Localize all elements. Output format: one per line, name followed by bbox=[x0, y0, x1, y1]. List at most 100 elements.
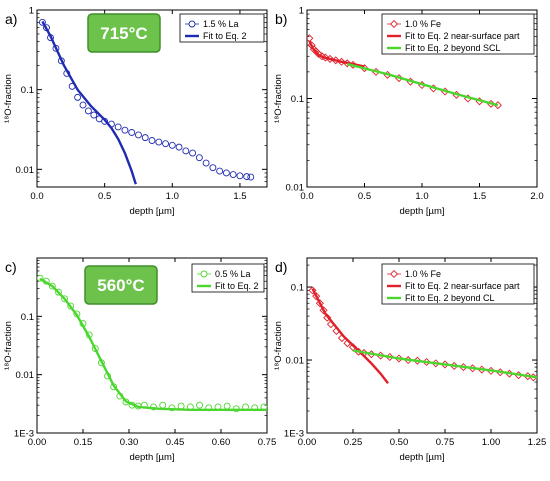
data-point bbox=[74, 93, 82, 101]
data-point bbox=[209, 164, 217, 172]
data-point bbox=[175, 143, 183, 151]
panel-a: 0.0 0.5 1.0 1.5 0.01 0.1 1 depth [µm] ¹⁸O-fracti… bbox=[3, 6, 268, 217]
data-point bbox=[121, 126, 129, 134]
legend-entry: 1.0 % Fe bbox=[405, 19, 441, 29]
data-point bbox=[148, 137, 156, 144]
x-tick-label: 0.75 bbox=[436, 437, 455, 448]
legend-marker-swatch bbox=[188, 20, 196, 28]
x-tick-label: 0.75 bbox=[258, 437, 277, 448]
legend-marker-swatch bbox=[389, 269, 399, 279]
x-axis-label: depth [µm] bbox=[129, 452, 174, 463]
x-tick-label: 0.00 bbox=[298, 437, 317, 448]
data-point bbox=[114, 123, 122, 131]
y-tick-label: 0.01 bbox=[16, 370, 35, 381]
y-tick-label: 1 bbox=[29, 6, 34, 17]
data-point bbox=[135, 131, 142, 139]
data-point bbox=[308, 286, 317, 295]
y-axis-label: ¹⁸O-fraction bbox=[273, 321, 284, 370]
x-tick-label: 0.5 bbox=[358, 191, 371, 202]
data-point bbox=[48, 282, 56, 290]
fit-line bbox=[311, 288, 389, 385]
fit-line bbox=[347, 62, 499, 107]
data-point bbox=[312, 292, 321, 301]
x-tick-label: 1.00 bbox=[482, 437, 501, 448]
y-axis-label: ¹⁸O-fraction bbox=[3, 74, 14, 123]
x-tick-label: 1.25 bbox=[528, 437, 547, 448]
x-axis-label: depth [µm] bbox=[129, 206, 174, 217]
panel-c: 0.00 0.15 0.30 0.45 0.60 0.75 1E-3 0.01 0.1 depth… bbox=[3, 257, 277, 463]
temperature-label: 715°C bbox=[100, 24, 147, 43]
x-tick-label: 0.15 bbox=[74, 437, 93, 448]
data-point bbox=[61, 295, 69, 303]
data-point bbox=[195, 154, 203, 162]
legend-entry: Fit to Eq. 2 near-surface part bbox=[405, 31, 520, 41]
x-tick-label: 2.0 bbox=[530, 191, 543, 202]
y-axis-label: ¹⁸O-fraction bbox=[273, 74, 284, 123]
legend-entry: 0.5 % La bbox=[215, 269, 251, 279]
x-tick-label: 0.50 bbox=[390, 437, 409, 448]
temperature-badge: 560°C bbox=[84, 265, 158, 305]
y-tick-label: 1E-3 bbox=[14, 429, 34, 440]
panel-label: a) bbox=[5, 11, 17, 27]
data-point bbox=[84, 107, 92, 115]
legend-entry: Fit to Eq. 2 beyond CL bbox=[405, 293, 495, 303]
legend-entry: 1.5 % La bbox=[203, 19, 239, 29]
data-point bbox=[90, 111, 98, 119]
y-tick-label: 1 bbox=[299, 6, 304, 17]
x-tick-label: 1.0 bbox=[166, 191, 179, 202]
data-point bbox=[229, 171, 237, 178]
legend: 1.0 % Fe Fit to Eq. 2 near-surface part Fi… bbox=[381, 263, 535, 305]
data-point bbox=[155, 138, 163, 146]
y-tick-label: 0.1 bbox=[21, 85, 34, 96]
legend: 1.5 % La Fit to Eq. 2 bbox=[179, 13, 265, 43]
data-point bbox=[196, 401, 203, 409]
legend-entry: Fit to Eq. 2 bbox=[215, 281, 259, 291]
data-point bbox=[168, 404, 176, 412]
data-point bbox=[236, 172, 244, 180]
panel-d: 0.00 0.25 0.50 0.75 1.00 1.25 1E-3 0.01 0.1 depth… bbox=[273, 257, 547, 463]
panel-label: c) bbox=[5, 259, 17, 275]
legend-entry: Fit to Eq. 2 beyond SCL bbox=[405, 43, 501, 53]
data-point bbox=[202, 159, 210, 167]
x-tick-label: 0.45 bbox=[166, 437, 185, 448]
y-tick-label: 0.01 bbox=[286, 356, 305, 367]
y-tick-label: 0.1 bbox=[291, 283, 304, 294]
data-point bbox=[189, 149, 197, 157]
x-tick-label: 0.25 bbox=[344, 437, 363, 448]
x-tick-label: 1.5 bbox=[473, 191, 486, 202]
x-tick-label: 0.5 bbox=[98, 191, 111, 202]
data-point bbox=[128, 129, 136, 136]
legend-entry: 1.0 % Fe bbox=[405, 269, 441, 279]
fit-line bbox=[41, 20, 137, 185]
x-tick-label: 1.5 bbox=[233, 191, 246, 202]
legend: 0.5 % La Fit to Eq. 2 bbox=[191, 263, 265, 293]
fit-line bbox=[39, 277, 267, 411]
data-point bbox=[79, 101, 87, 109]
data-point bbox=[177, 402, 185, 410]
y-tick-label: 1E-3 bbox=[284, 429, 304, 440]
y-tick-label: 0.01 bbox=[286, 183, 305, 194]
data-point bbox=[162, 140, 169, 148]
x-axis-label: depth [µm] bbox=[399, 206, 444, 217]
x-tick-label: 1.0 bbox=[415, 191, 428, 202]
data-point bbox=[37, 274, 44, 282]
temperature-label: 560°C bbox=[97, 276, 144, 295]
legend-entry: Fit to Eq. 2 bbox=[203, 31, 247, 41]
x-axis-label: depth [µm] bbox=[399, 452, 444, 463]
y-tick-label: 0.1 bbox=[21, 312, 34, 323]
data-point bbox=[319, 306, 328, 315]
plot-frame bbox=[36, 257, 268, 434]
data-point bbox=[222, 169, 230, 177]
legend-entry: Fit to Eq. 2 near-surface part bbox=[405, 281, 520, 291]
x-tick-label: 0.0 bbox=[300, 191, 313, 202]
data-point bbox=[38, 18, 46, 26]
data-point bbox=[216, 167, 224, 175]
fit-line bbox=[352, 349, 537, 379]
x-tick-label: 0.60 bbox=[212, 437, 231, 448]
y-tick-label: 0.01 bbox=[16, 165, 35, 176]
data-point bbox=[247, 173, 255, 181]
data-point bbox=[223, 402, 231, 410]
data-point bbox=[168, 141, 176, 149]
y-axis-label: ¹⁸O-fraction bbox=[3, 321, 14, 370]
